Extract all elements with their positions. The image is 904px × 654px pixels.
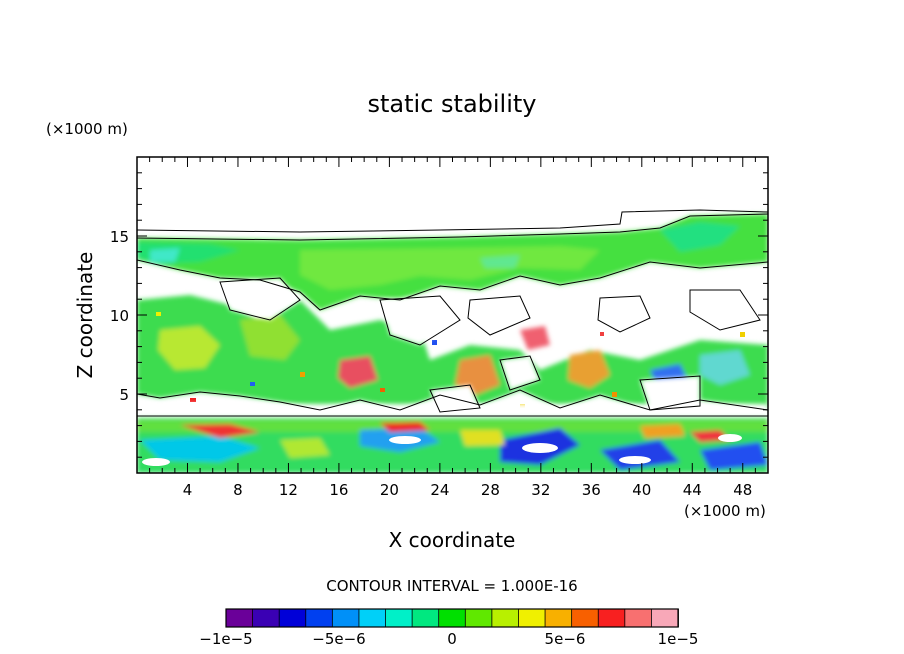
colorbar-swatch	[571, 608, 600, 628]
x-tick-label: 16	[329, 481, 348, 499]
colorbar-tick-labels: −1e−5 −5e−6 0 5e−6 1e−5	[199, 630, 698, 648]
colorbar-tick-label: 0	[447, 630, 457, 648]
x-axis-ticks: 4 8 12 16 20 24 28 32 36 40 44 48	[149, 157, 756, 499]
colorbar-swatch	[358, 608, 387, 628]
colorbar-swatch	[252, 608, 281, 628]
colorbar-tick-label: 5e−6	[545, 630, 586, 648]
colorbar-swatch	[464, 608, 493, 628]
x-tick-label: 8	[233, 481, 243, 499]
x-tick-label: 48	[733, 481, 752, 499]
colorbar-swatch	[518, 608, 546, 628]
colorbar-tick-label: −5e−6	[312, 630, 365, 648]
y-tick-label: 10	[110, 307, 129, 325]
y-axis-label: Z coordinate	[73, 252, 97, 379]
x-tick-label: 12	[279, 481, 298, 499]
y-axis-ticks: 5 10 15	[110, 172, 768, 458]
zero-contours	[137, 209, 768, 417]
colorbar-swatch	[305, 608, 334, 628]
x-tick-label: 32	[531, 481, 550, 499]
y-tick-label: 15	[110, 228, 129, 246]
y-tick-label: 5	[119, 386, 129, 404]
colorbar-swatch	[438, 608, 467, 628]
x-tick-label: 40	[632, 481, 651, 499]
chart-title: static stability	[368, 90, 537, 118]
colorbar-swatch	[651, 608, 679, 628]
colorbar-frame	[225, 608, 679, 628]
colorbar-tick-label: 1e−5	[658, 630, 699, 648]
colorbar-tick-label: −1e−5	[199, 630, 252, 648]
stability-field	[137, 209, 768, 473]
x-tick-label: 4	[183, 481, 193, 499]
contour-interval-text: CONTOUR INTERVAL = 1.000E-16	[326, 577, 577, 595]
colorbar-swatch	[278, 608, 307, 628]
colorbar	[225, 608, 679, 628]
colorbar-swatch	[544, 608, 573, 628]
colorbar-swatch	[597, 608, 626, 628]
y-unit-label: (×1000 m)	[46, 120, 128, 138]
x-unit-label: (×1000 m)	[684, 502, 766, 520]
colorbar-swatch	[225, 608, 254, 628]
colorbar-swatch	[624, 608, 653, 628]
colorbar-swatch	[331, 608, 360, 628]
lower-boundary-layer	[137, 418, 768, 473]
upper-green-layer	[137, 214, 768, 310]
x-tick-label: 28	[481, 481, 500, 499]
colorbar-swatch	[385, 608, 414, 628]
x-tick-label: 36	[582, 481, 601, 499]
x-tick-label: 20	[380, 481, 399, 499]
colorbar-swatch	[491, 608, 520, 628]
x-tick-label: 44	[683, 481, 702, 499]
colorbar-swatch	[411, 608, 440, 628]
x-tick-label: 24	[430, 481, 449, 499]
lower-white-cores	[142, 434, 742, 466]
x-axis-label: X coordinate	[389, 528, 516, 552]
